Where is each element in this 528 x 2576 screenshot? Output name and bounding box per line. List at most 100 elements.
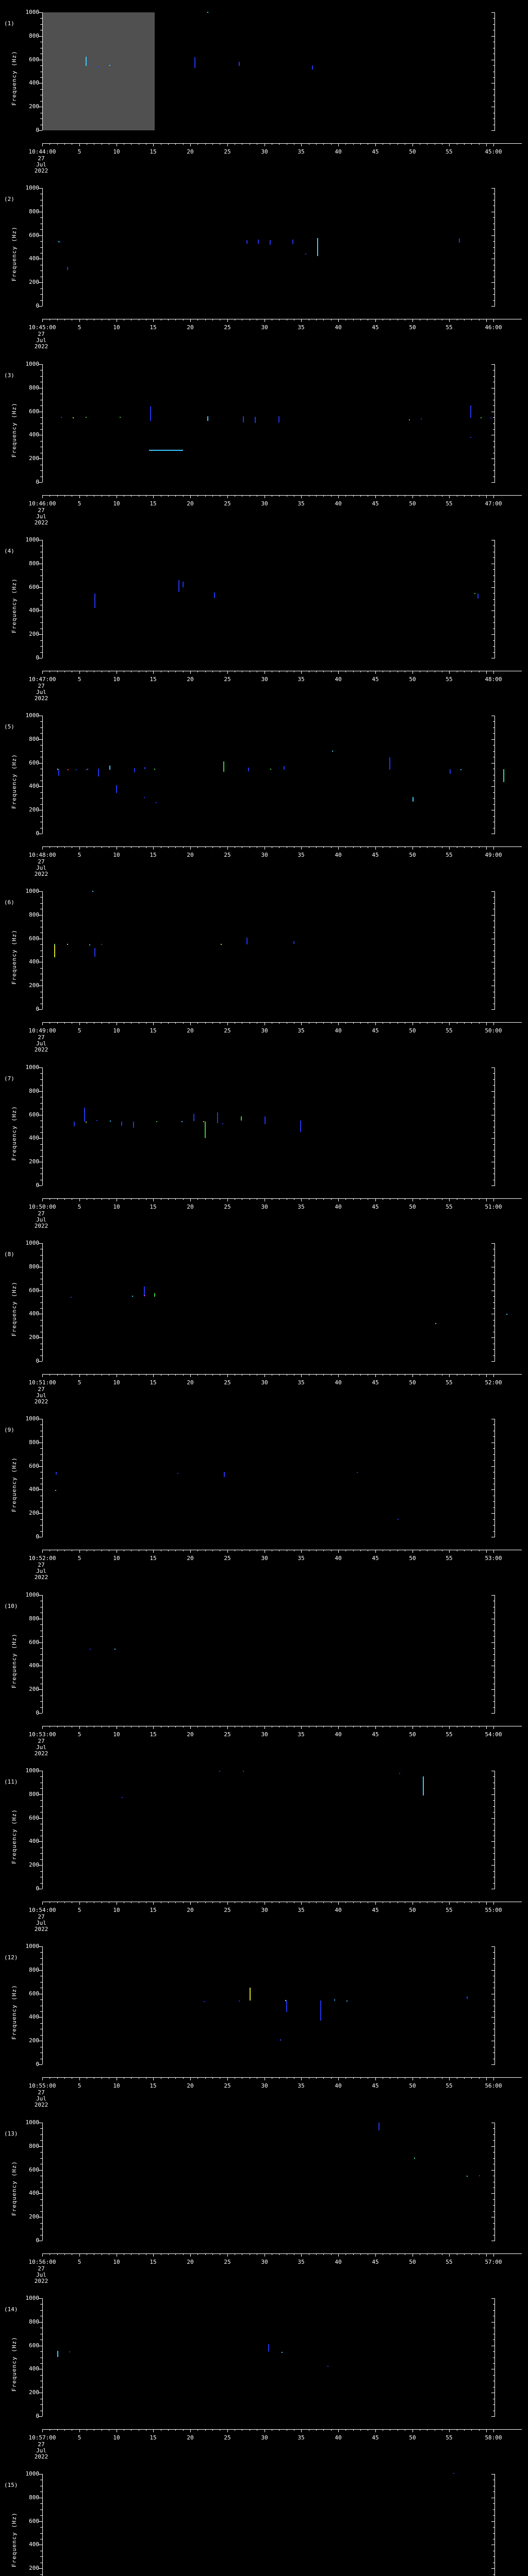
- x-tick: [175, 319, 176, 320]
- right-spine: [494, 1771, 495, 1889]
- x-tick: [345, 1726, 346, 1727]
- x-tick: [375, 671, 376, 674]
- x-axis-line: [42, 2253, 522, 2254]
- y-tick: [40, 1460, 42, 1461]
- x-tick: [464, 1198, 465, 1200]
- x-tick: [323, 2253, 324, 2255]
- y-tick: [493, 2211, 495, 2212]
- left-spine: [42, 188, 43, 306]
- x-tick: [175, 2253, 176, 2255]
- y-tick: [493, 1958, 495, 1959]
- y-tick: [493, 646, 495, 647]
- y-tick: [39, 2017, 42, 2018]
- y-tick: [40, 2140, 42, 2141]
- x-tick: [205, 143, 206, 145]
- x-tick: [42, 671, 43, 674]
- y-tick: [39, 2064, 42, 2065]
- x-tick-label: 5: [77, 1379, 81, 1386]
- x-tick: [153, 143, 154, 146]
- event-mark: [423, 1776, 424, 1796]
- x-tick: [353, 495, 354, 497]
- x-tick-label: 25: [224, 1731, 231, 1738]
- y-tick-label: 400: [29, 2541, 39, 2548]
- date-line: Jul: [36, 1216, 46, 1223]
- y-tick: [493, 1952, 495, 1953]
- event-mark: [84, 1107, 85, 1122]
- x-tick: [190, 1902, 191, 1905]
- y-tick: [40, 599, 42, 600]
- x-tick: [183, 846, 184, 848]
- y-tick-label: 400: [29, 958, 39, 965]
- y-tick: [40, 376, 42, 377]
- x-tick: [360, 143, 361, 145]
- x-tick: [479, 1374, 480, 1376]
- x-tick-label: 25: [224, 148, 231, 155]
- start-time-label: 10:57:00: [28, 2434, 56, 2441]
- panel-index-label: (8): [4, 1251, 14, 1258]
- x-tick: [338, 2077, 339, 2080]
- x-tick: [412, 1550, 413, 1553]
- y-tick: [40, 441, 42, 442]
- event-mark: [470, 405, 471, 418]
- x-tick: [205, 495, 206, 497]
- x-tick: [205, 2077, 206, 2079]
- x-tick: [205, 1022, 206, 1024]
- x-tick-label: 10: [113, 1555, 120, 1562]
- x-tick-label: 25: [224, 2082, 231, 2089]
- y-tick: [491, 2298, 495, 2299]
- x-tick: [471, 1198, 472, 1200]
- x-tick: [323, 1550, 324, 1551]
- y-tick-label: 0: [36, 1006, 39, 1012]
- x-tick: [360, 2253, 361, 2255]
- event-mark: [144, 767, 146, 770]
- x-tick: [464, 2077, 465, 2079]
- x-tick: [212, 2253, 213, 2255]
- x-tick: [57, 1022, 58, 1024]
- x-tick-label: 35: [298, 2434, 305, 2441]
- left-spine: [42, 1946, 43, 2064]
- x-tick: [168, 1902, 169, 1903]
- y-tick: [493, 77, 495, 78]
- y-tick: [39, 2170, 42, 2171]
- right-spine: [494, 1419, 495, 1537]
- spectrogram-panel: (9) Frequency (Hz) 0 200 400 600 800 1000 10:52:…: [0, 1406, 528, 1582]
- event-mark: [178, 580, 180, 592]
- panel-index-label: (4): [4, 548, 14, 554]
- y-tick: [493, 1507, 495, 1508]
- y-tick: [491, 364, 495, 365]
- y-tick-label: 800: [29, 384, 39, 391]
- x-tick-label: 25: [224, 1204, 231, 1210]
- event-mark: [94, 947, 95, 957]
- event-mark: [214, 592, 216, 599]
- x-tick: [323, 671, 324, 672]
- date-line: 2022: [34, 1046, 48, 1053]
- x-tick-label: 10: [113, 1907, 120, 1913]
- x-tick: [190, 1550, 191, 1553]
- x-tick-label: 15: [150, 1379, 157, 1386]
- x-tick-label: 40: [335, 500, 342, 507]
- x-tick: [168, 2253, 169, 2255]
- event-mark: [286, 2001, 287, 2012]
- y-tick: [40, 622, 42, 623]
- x-tick: [449, 2429, 450, 2432]
- x-tick: [205, 319, 206, 320]
- event-mark: [57, 2350, 59, 2358]
- x-tick-label: 15: [150, 1555, 157, 1562]
- x-tick-label: 15: [150, 324, 157, 331]
- event-mark: [453, 2472, 454, 2474]
- x-tick: [79, 1550, 80, 1553]
- y-tick-label: 800: [29, 2494, 39, 2501]
- y-tick: [491, 1946, 495, 1947]
- x-tick: [316, 2429, 317, 2431]
- y-tick: [40, 65, 42, 66]
- y-tick: [40, 18, 42, 19]
- y-tick-label: 800: [29, 1615, 39, 1622]
- x-tick: [316, 143, 317, 145]
- y-tick: [491, 1794, 495, 1795]
- event-mark: [346, 2000, 348, 2002]
- x-tick: [301, 2077, 302, 2080]
- x-tick: [190, 1022, 191, 1025]
- x-tick: [197, 495, 198, 497]
- y-tick-label: 1000: [25, 712, 40, 719]
- x-tick: [338, 671, 339, 674]
